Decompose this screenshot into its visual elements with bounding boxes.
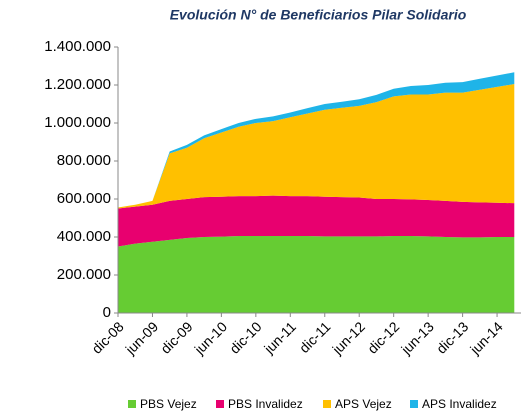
area — [118, 195, 515, 247]
legend-label: PBS Vejez — [140, 397, 197, 411]
x-tick-label: dic-12 — [364, 318, 402, 356]
legend-swatch — [216, 400, 224, 408]
y-tick-label: 800.000 — [57, 152, 111, 169]
x-tick-label: jun-13 — [397, 318, 437, 358]
x-tick-label: dic-08 — [88, 318, 126, 356]
area — [118, 84, 515, 209]
legend-swatch — [323, 400, 331, 408]
x-tick-label: jun-12 — [328, 318, 368, 358]
legend-swatch — [410, 400, 418, 408]
x-tick-label: dic-13 — [433, 318, 471, 356]
x-tick-label: jun-10 — [191, 318, 231, 358]
area — [118, 236, 515, 313]
x-tick-label: jun-11 — [260, 318, 299, 357]
x-tick-label: jun-14 — [466, 318, 506, 358]
x-tick-label: dic-10 — [226, 318, 264, 356]
y-tick-label: 1.000.000 — [44, 114, 111, 131]
legend-swatch — [128, 400, 136, 408]
y-tick-label: 400.000 — [57, 228, 111, 245]
x-tick-label: jun-09 — [122, 318, 162, 358]
y-tick-label: 1.400.000 — [44, 38, 111, 55]
x-tick-label: dic-11 — [296, 318, 334, 356]
legend-label: APS Vejez — [335, 397, 392, 411]
y-tick-label: 0 — [103, 304, 111, 321]
chart-title: Evolución N° de Beneficiarios Pilar Soli… — [170, 7, 467, 23]
legend-label: APS Invalidez — [422, 397, 497, 411]
y-tick-label: 1.200.000 — [44, 76, 111, 93]
y-tick-label: 600.000 — [57, 190, 111, 207]
x-tick-label: dic-09 — [157, 318, 195, 356]
legend-label: PBS Invalidez — [228, 397, 303, 411]
area — [118, 72, 515, 208]
y-tick-label: 200.000 — [57, 266, 111, 283]
